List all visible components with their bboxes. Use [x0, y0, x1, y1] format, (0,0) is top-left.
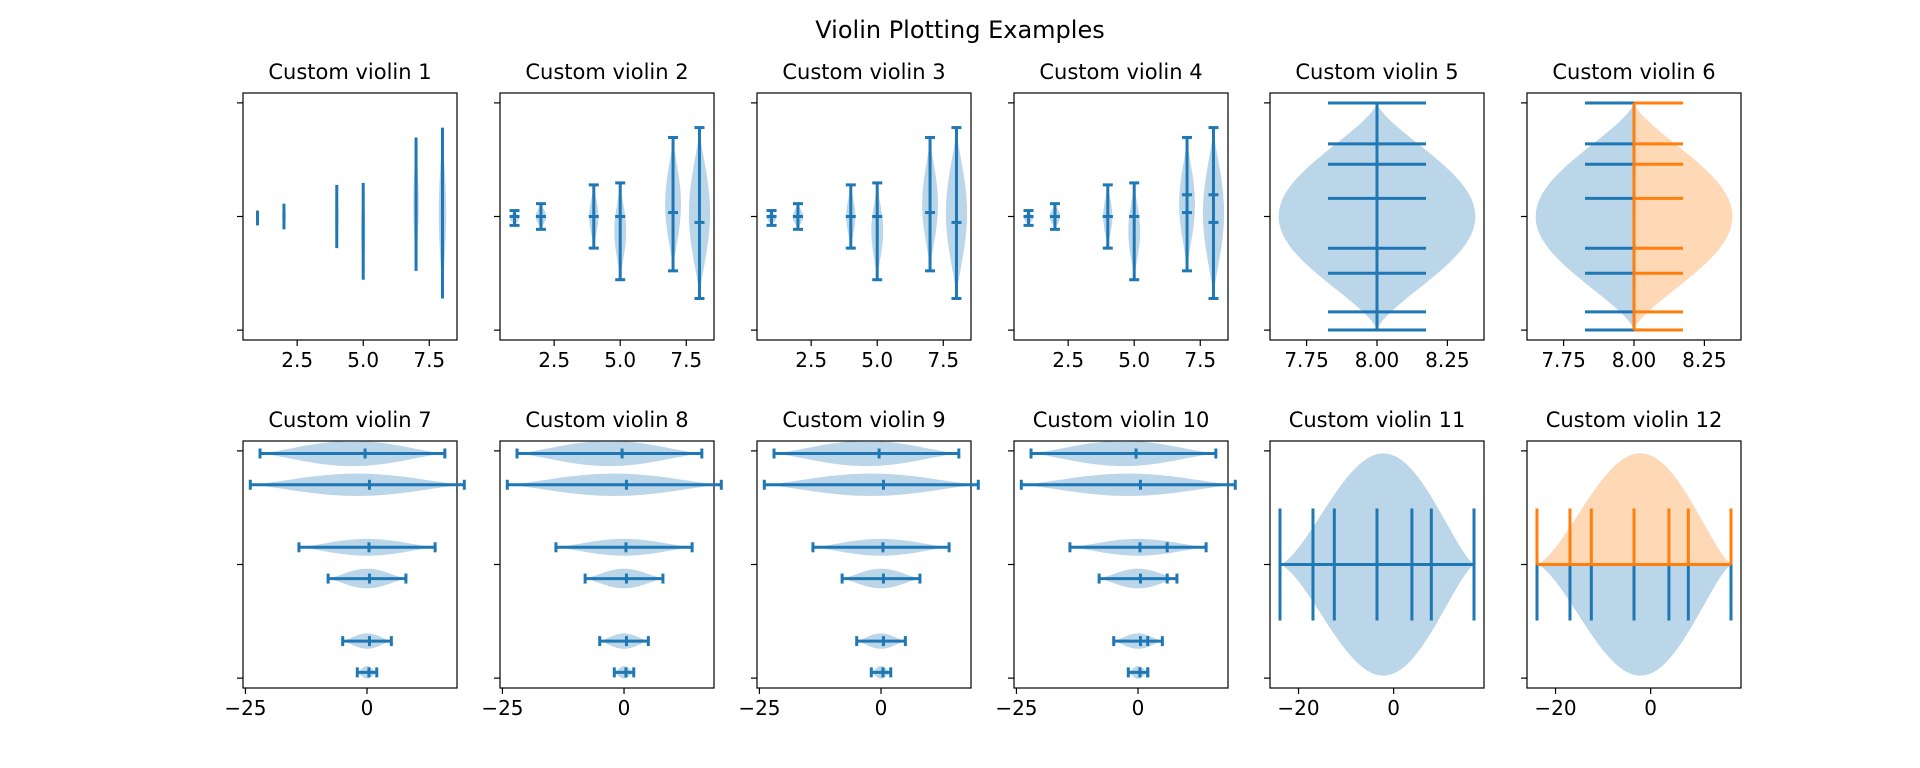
panel-title: Custom violin 4 [1039, 60, 1202, 84]
panel-title: Custom violin 8 [525, 408, 688, 432]
panel-8: Custom violin 8 −25 0 [481, 408, 723, 720]
panel-4: Custom violin 4 2.5 5.0 7.5 [1008, 60, 1229, 372]
x-tick-label: 7.5 [927, 348, 959, 372]
x-tick-label: 7.75 [1284, 348, 1329, 372]
x-tick-label: 5.0 [1118, 348, 1150, 372]
x-tick-label: 0 [1644, 696, 1657, 720]
x-tick-label: 0 [1387, 696, 1400, 720]
x-tick-label: 0 [1132, 696, 1145, 720]
figure-title: Violin Plotting Examples [815, 16, 1104, 44]
panel-7: Custom violin 7 −25 0 [224, 408, 466, 720]
x-tick-label: 5.0 [604, 348, 636, 372]
panel-12: Custom violin 12 −20 0 [1521, 408, 1742, 720]
x-tick-label: −25 [995, 696, 1037, 720]
panel-title: Custom violin 1 [268, 60, 431, 84]
panel-title: Custom violin 2 [525, 60, 688, 84]
x-tick-label: 2.5 [1052, 348, 1084, 372]
panel-1: Custom violin 1 2.5 5.0 7.5 [237, 60, 458, 372]
violin-panels: Custom violin 1 2.5 5.0 7.5 Custom violin 2 2… [224, 60, 1742, 720]
panel-title: Custom violin 5 [1295, 60, 1458, 84]
x-tick-label: −25 [481, 696, 523, 720]
x-tick-label: 0 [618, 696, 631, 720]
x-tick-label: −25 [224, 696, 266, 720]
panel-title: Custom violin 11 [1289, 408, 1466, 432]
x-tick-label: −20 [1534, 696, 1576, 720]
panel-5: Custom violin 5 7.75 8.00 8.25 [1264, 60, 1485, 372]
panel-title: Custom violin 10 [1033, 408, 1210, 432]
panel-title: Custom violin 9 [782, 408, 945, 432]
x-tick-label: 8.25 [1682, 348, 1727, 372]
x-tick-label: 8.25 [1425, 348, 1470, 372]
panel-6: Custom violin 6 7.75 8.00 8.25 [1521, 60, 1742, 372]
x-tick-label: 2.5 [538, 348, 570, 372]
x-tick-label: 0 [875, 696, 888, 720]
panel-frame [242, 92, 458, 341]
x-tick-label: 7.5 [1184, 348, 1216, 372]
panel-9: Custom violin 9 −25 0 [738, 408, 980, 720]
x-tick-label: 5.0 [861, 348, 893, 372]
panel-11: Custom violin 11 −20 0 [1264, 408, 1485, 720]
panel-title: Custom violin 7 [268, 408, 431, 432]
x-tick-label: −20 [1277, 696, 1319, 720]
panel-frame [756, 92, 972, 341]
x-tick-label: 2.5 [281, 348, 313, 372]
x-tick-label: −25 [738, 696, 780, 720]
panel-10: Custom violin 10 −25 0 [995, 408, 1237, 720]
panel-frame [1013, 92, 1229, 341]
panel-title: Custom violin 6 [1552, 60, 1715, 84]
x-tick-label: 0 [361, 696, 374, 720]
x-tick-label: 5.0 [347, 348, 379, 372]
panel-title: Custom violin 3 [782, 60, 945, 84]
x-tick-label: 8.00 [1355, 348, 1400, 372]
x-tick-label: 7.75 [1541, 348, 1586, 372]
x-tick-label: 7.5 [413, 348, 445, 372]
x-tick-label: 7.5 [670, 348, 702, 372]
panel-frame [499, 92, 715, 341]
panel-2: Custom violin 2 2.5 5.0 7.5 [494, 60, 715, 372]
panel-3: Custom violin 3 2.5 5.0 7.5 [751, 60, 972, 372]
x-tick-label: 2.5 [795, 348, 827, 372]
panel-title: Custom violin 12 [1546, 408, 1723, 432]
x-tick-label: 8.00 [1612, 348, 1657, 372]
